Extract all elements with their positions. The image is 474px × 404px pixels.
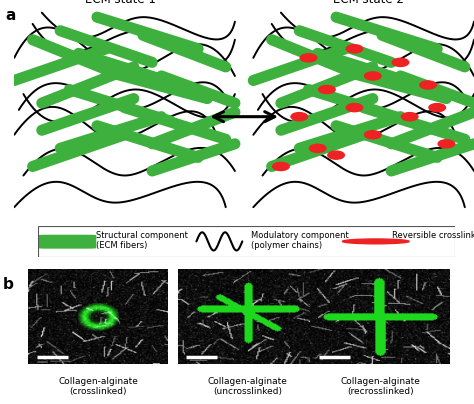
Circle shape bbox=[392, 58, 409, 66]
Text: ECM state 2: ECM state 2 bbox=[333, 0, 404, 6]
FancyBboxPatch shape bbox=[38, 235, 96, 248]
Circle shape bbox=[365, 72, 381, 80]
Text: a: a bbox=[5, 8, 15, 23]
Circle shape bbox=[291, 113, 308, 121]
Circle shape bbox=[346, 103, 363, 112]
Circle shape bbox=[310, 144, 326, 152]
Circle shape bbox=[300, 54, 317, 62]
Text: ECM state 1: ECM state 1 bbox=[84, 0, 155, 6]
Circle shape bbox=[438, 140, 455, 148]
Circle shape bbox=[429, 103, 446, 112]
Circle shape bbox=[328, 151, 344, 159]
Circle shape bbox=[319, 86, 335, 94]
Text: Collagen-alginate
(uncrosslinked): Collagen-alginate (uncrosslinked) bbox=[208, 377, 288, 396]
Circle shape bbox=[346, 45, 363, 53]
Circle shape bbox=[365, 131, 381, 139]
Text: Collagen-alginate
(crosslinked): Collagen-alginate (crosslinked) bbox=[58, 377, 138, 396]
Text: Collagen-alginate
(recrosslinked): Collagen-alginate (recrosslinked) bbox=[340, 377, 420, 396]
Circle shape bbox=[401, 113, 418, 121]
Circle shape bbox=[420, 81, 436, 89]
Text: b: b bbox=[3, 277, 14, 292]
Text: Reversible crosslinks: Reversible crosslinks bbox=[392, 231, 474, 240]
Text: Structural component
(ECM fibers): Structural component (ECM fibers) bbox=[96, 231, 188, 250]
Circle shape bbox=[342, 239, 409, 244]
Circle shape bbox=[273, 162, 289, 170]
Text: Modulatory component
(polymer chains): Modulatory component (polymer chains) bbox=[251, 231, 348, 250]
